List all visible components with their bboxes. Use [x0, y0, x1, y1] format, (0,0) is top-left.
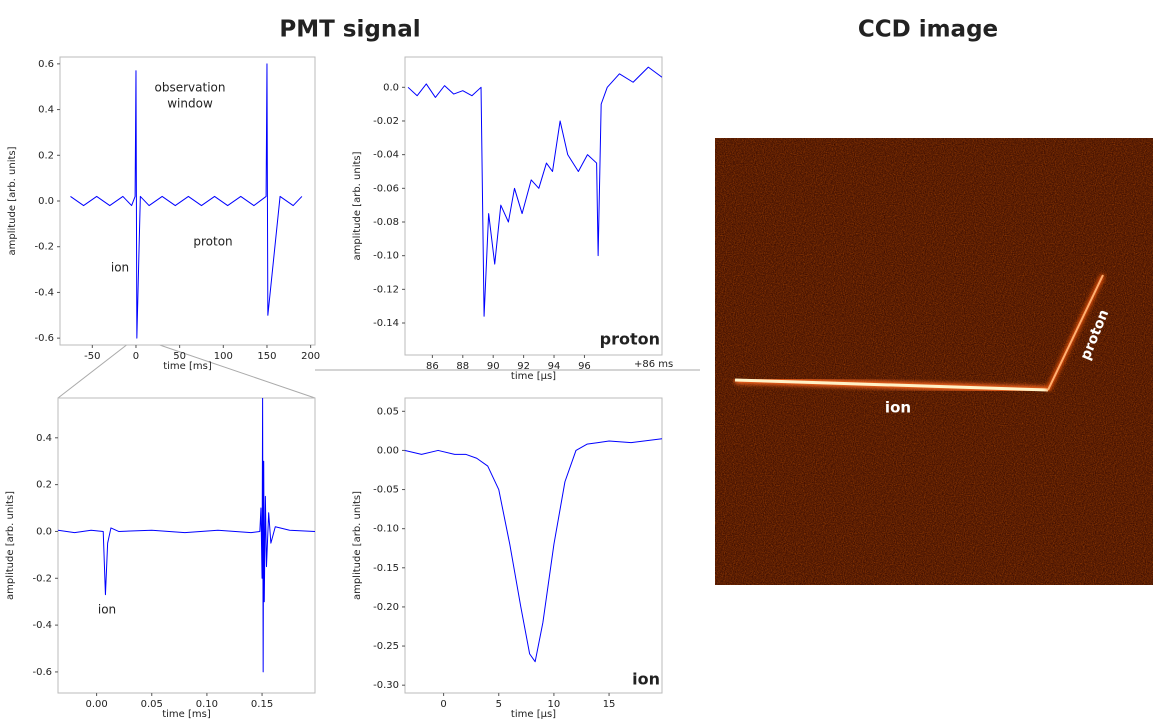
- x-tick-label: 92: [517, 361, 530, 372]
- y-tick-label: 0.2: [38, 150, 54, 161]
- y-tick-label: 0.0: [36, 526, 52, 537]
- x-tick-label: 5: [496, 699, 502, 710]
- y-tick-label: -0.2: [32, 573, 52, 584]
- x-tick-label: 96: [578, 361, 591, 372]
- y-tick-label: -0.10: [373, 524, 399, 535]
- signal-trace: [58, 398, 315, 673]
- signal-trace: [70, 63, 303, 339]
- x-tick-label: 0: [440, 699, 446, 710]
- annotation: ion: [632, 670, 660, 689]
- y-tick-label: 0.6: [38, 59, 54, 70]
- x-tick-label: 15: [603, 699, 616, 710]
- y-tick-label: -0.15: [373, 563, 399, 574]
- y-tick-label: -0.30: [373, 680, 399, 691]
- x-tick-label: 0.00: [85, 699, 107, 710]
- pmt-title: PMT signal: [279, 17, 420, 43]
- y-axis-label: amplitude [arb. units]: [352, 151, 363, 260]
- ccd-label: ion: [885, 399, 911, 417]
- y-tick-label: 0.4: [36, 433, 52, 444]
- y-tick-label: 0.05: [377, 406, 399, 417]
- x-tick-label: 0.05: [141, 699, 163, 710]
- x-tick-label: 50: [173, 351, 186, 362]
- x-axis-label: time [µs]: [511, 371, 556, 382]
- plot-frame: [57, 397, 316, 694]
- y-tick-label: -0.4: [34, 287, 54, 298]
- y-tick-label: -0.20: [373, 602, 399, 613]
- x-tick-label: 90: [487, 361, 500, 372]
- y-tick-label: -0.4: [32, 620, 52, 631]
- y-tick-label: -0.08: [373, 217, 399, 228]
- annotation: window: [167, 97, 213, 111]
- y-tick-label: -0.06: [373, 183, 399, 194]
- y-tick-label: 0.2: [36, 480, 52, 491]
- x-tick-label: 0: [133, 351, 139, 362]
- y-tick-label: -0.14: [373, 318, 399, 329]
- x-tick-label: 200: [301, 351, 320, 362]
- y-tick-label: -0.05: [373, 485, 399, 496]
- x-axis-label: time [ms]: [163, 361, 212, 372]
- y-tick-label: -0.04: [373, 150, 399, 161]
- ion-track: [734, 378, 1049, 392]
- signal-trace: [405, 438, 662, 663]
- x-tick-label: 10: [548, 699, 561, 710]
- y-axis-label: amplitude [arb. units]: [5, 491, 16, 600]
- plot-frame: [404, 397, 663, 694]
- annotation: observation: [155, 81, 226, 95]
- x-tick-label: -50: [84, 351, 100, 362]
- y-tick-label: 0.0: [383, 82, 399, 93]
- signal-trace: [407, 66, 662, 317]
- y-axis-label: amplitude [arb. units]: [352, 491, 363, 600]
- y-tick-label: -0.25: [373, 641, 399, 652]
- zoom-connector: [144, 339, 316, 399]
- zoom-connector: [57, 339, 134, 399]
- x-tick-label: 94: [548, 361, 561, 372]
- ccd-image: ion proton: [715, 138, 1153, 585]
- y-tick-label: -0.10: [373, 251, 399, 262]
- x-axis-label: time [ms]: [162, 709, 211, 720]
- y-tick-label: 0.0: [38, 196, 54, 207]
- x-tick-label: 150: [257, 351, 276, 362]
- x-tick-label: 100: [214, 351, 233, 362]
- ccd-title: CCD image: [858, 17, 998, 43]
- y-tick-label: -0.2: [34, 242, 54, 253]
- proton-track: [1047, 274, 1104, 391]
- x-axis-label: time [µs]: [511, 709, 556, 720]
- annotation: proton: [193, 235, 232, 249]
- y-tick-label: -0.6: [34, 333, 54, 344]
- ccd-noise: [715, 138, 1153, 585]
- x-tick-label: 0.10: [196, 699, 218, 710]
- y-tick-label: -0.6: [32, 667, 52, 678]
- x-tick-label: 86: [426, 361, 439, 372]
- y-tick-label: 0.4: [38, 105, 54, 116]
- y-tick-label: 0.00: [377, 445, 399, 456]
- x-tick-label: 0.15: [251, 699, 273, 710]
- plot-frame: [404, 56, 663, 356]
- annotation: ion: [111, 261, 129, 275]
- annotation: proton: [600, 330, 660, 349]
- x-tick-label: 88: [456, 361, 469, 372]
- y-tick-label: -0.02: [373, 116, 399, 127]
- y-tick-label: -0.12: [373, 284, 399, 295]
- y-axis-label: amplitude [arb. units]: [7, 146, 18, 255]
- x-offset-label: +86 ms: [634, 359, 673, 370]
- annotation: ion: [98, 603, 116, 617]
